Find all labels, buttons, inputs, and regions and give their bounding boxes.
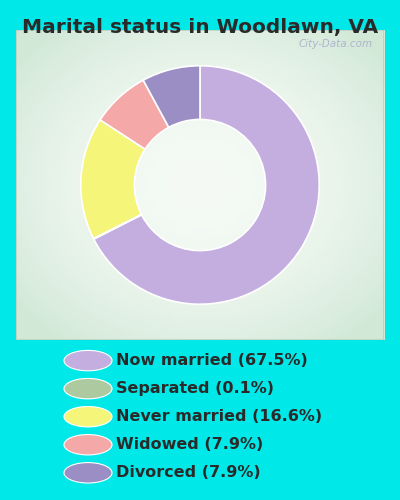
Text: Widowed (7.9%): Widowed (7.9%)	[116, 437, 263, 452]
Wedge shape	[94, 214, 142, 239]
Text: City-Data.com: City-Data.com	[299, 40, 373, 50]
Wedge shape	[100, 80, 169, 149]
Text: Marital status in Woodlawn, VA: Marital status in Woodlawn, VA	[22, 18, 378, 36]
Wedge shape	[143, 66, 200, 128]
Text: Never married (16.6%): Never married (16.6%)	[116, 409, 322, 424]
Circle shape	[64, 350, 112, 371]
Text: Separated (0.1%): Separated (0.1%)	[116, 381, 274, 396]
Circle shape	[64, 406, 112, 427]
Text: Divorced (7.9%): Divorced (7.9%)	[116, 466, 261, 480]
Wedge shape	[94, 66, 319, 304]
Circle shape	[64, 462, 112, 483]
Text: Now married (67.5%): Now married (67.5%)	[116, 353, 308, 368]
Circle shape	[64, 378, 112, 399]
Circle shape	[64, 434, 112, 455]
Wedge shape	[81, 120, 145, 238]
